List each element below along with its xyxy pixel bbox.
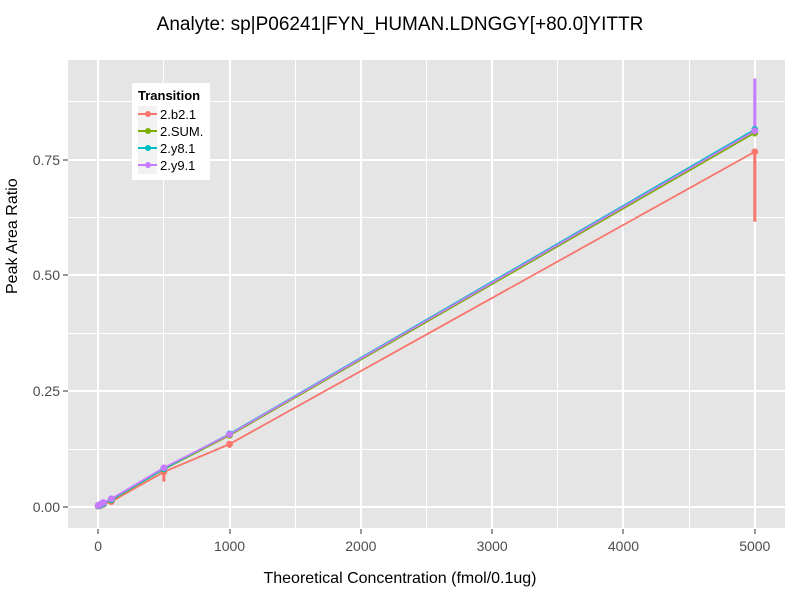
gridline-major-vertical — [622, 60, 625, 528]
gridline-major-horizontal — [68, 274, 785, 277]
gridline-minor-vertical — [163, 60, 165, 528]
x-axis-title: Theoretical Concentration (fmol/0.1ug) — [263, 570, 537, 587]
x-tick-mark — [491, 529, 493, 534]
data-layer — [94, 78, 759, 510]
gridline-minor-vertical — [426, 60, 427, 528]
x-tick-label: 1000 — [213, 538, 246, 554]
series-points-2.y9.1 — [94, 127, 759, 509]
legend-key-icon — [138, 123, 157, 140]
gridline-major-vertical — [753, 60, 756, 528]
x-tick-label: 0 — [94, 538, 103, 554]
legend-items: 2.b2.1 2.SUM. 2.y8.1 2.y9.1 — [138, 106, 203, 174]
y-tick-mark — [63, 390, 68, 392]
legend-key-icon — [138, 157, 157, 174]
x-tick-label: 2000 — [345, 538, 377, 554]
series-line-2.y9.1 — [97, 130, 756, 507]
legend: Transition 2.b2.1 2.SUM. 2.y8.1 2.y9.1 — [132, 83, 211, 180]
gridline-minor-vertical — [557, 60, 559, 528]
x-tick-label: 5000 — [739, 538, 771, 554]
x-tick-mark — [622, 529, 624, 534]
y-tick-mark — [63, 506, 68, 508]
legend-item-label: 2.b2.1 — [160, 107, 197, 122]
legend-key-icon — [138, 106, 157, 123]
y-tick-mark — [63, 274, 68, 276]
x-tick-mark — [754, 529, 756, 534]
gridline-major-vertical — [228, 60, 231, 528]
legend-item: 2.b2.1 — [138, 106, 203, 123]
x-tick-mark — [229, 529, 231, 534]
y-tick-mark — [63, 159, 68, 161]
page-title: Analyte: sp|P06241|FYN_HUMAN.LDNGGY[+80.… — [156, 14, 644, 35]
legend-item: 2.y9.1 — [138, 157, 203, 174]
gridline-minor-vertical — [688, 60, 690, 528]
legend-item-label: 2.y8.1 — [160, 141, 196, 156]
legend-item: 2.SUM. — [138, 123, 203, 140]
y-tick-label: 0.50 — [32, 267, 60, 284]
legend-item: 2.y8.1 — [138, 140, 203, 157]
x-tick-label: 3000 — [476, 538, 508, 554]
x-tick-label: 4000 — [607, 538, 640, 554]
x-tick-mark — [97, 529, 99, 534]
gridline-major-horizontal — [68, 506, 785, 509]
legend-key-icon — [138, 140, 157, 157]
series-points-2.b2.1 — [94, 148, 759, 510]
y-tick-label: 0.75 — [32, 151, 60, 168]
gridline-major-vertical — [491, 60, 494, 528]
gridline-major-horizontal — [68, 158, 785, 161]
gridline-major-horizontal — [68, 390, 785, 393]
y-tick-label: 0.00 — [32, 499, 60, 516]
series-line-2.y8.1 — [97, 128, 756, 507]
error-bars-2.y8.1 — [96, 126, 757, 507]
gridline-minor-vertical — [294, 60, 296, 528]
y-axis-title: Peak Area Ratio — [4, 178, 21, 294]
legend-title: Transition — [138, 88, 201, 103]
y-tick-label: 0.25 — [32, 383, 60, 400]
gridline-major-vertical — [97, 60, 100, 528]
gridline-major-vertical — [359, 60, 362, 528]
x-tick-mark — [360, 529, 362, 534]
legend-item-label: 2.SUM. — [160, 124, 204, 139]
legend-item-label: 2.y9.1 — [160, 158, 196, 173]
